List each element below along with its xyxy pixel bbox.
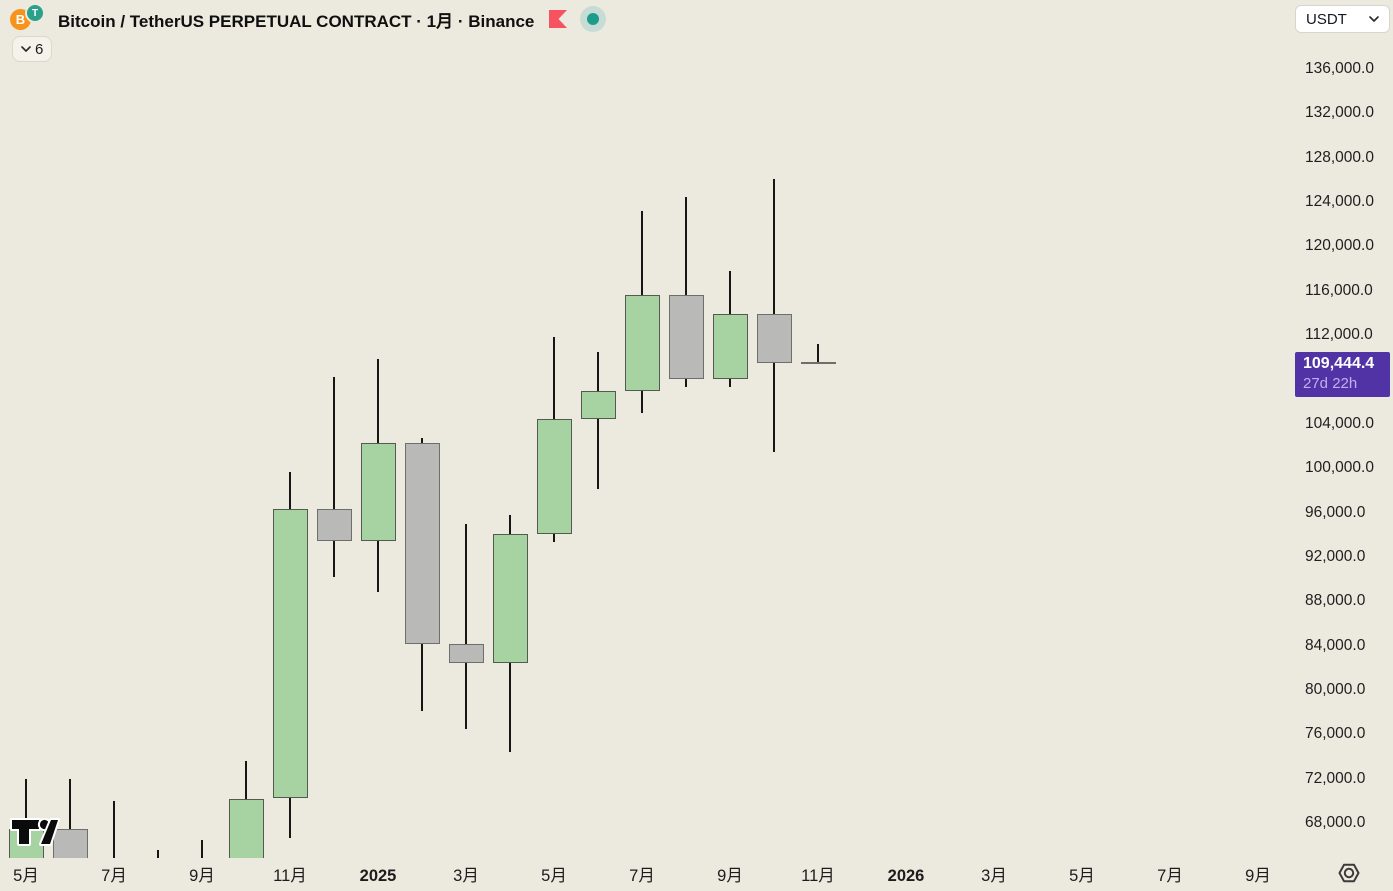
time-tick-label: 5月 bbox=[1069, 867, 1095, 885]
time-tick-label: 5月 bbox=[541, 867, 567, 885]
candle-body bbox=[756, 314, 792, 364]
candle-body bbox=[580, 391, 616, 419]
currency-dropdown-value: USDT bbox=[1306, 10, 1347, 28]
chevron-down-icon bbox=[21, 46, 31, 52]
candle-body bbox=[536, 418, 572, 535]
price-tick-label: 92,000.0 bbox=[1305, 547, 1366, 565]
candle-body bbox=[272, 509, 308, 799]
candle-wick bbox=[597, 351, 599, 490]
price-tick-label: 76,000.0 bbox=[1305, 725, 1366, 743]
time-axis[interactable]: 5月 7月 9月 11月 2025 3月 5月 7月 9月 11月 2026 3月 5月 7月 9月 bbox=[0, 858, 1393, 891]
chevron-down-icon bbox=[1369, 16, 1379, 22]
time-tick-label: 2026 bbox=[887, 867, 925, 885]
time-tick-label: 11月 bbox=[801, 867, 835, 885]
price-tick-label: 112,000.0 bbox=[1305, 326, 1373, 344]
last-price-label: 109,444.4 27d 22h bbox=[1295, 351, 1390, 397]
price-tick-label: 68,000.0 bbox=[1305, 814, 1366, 831]
price-tick-label: 124,000.0 bbox=[1305, 193, 1374, 211]
price-tick-label: 80,000.0 bbox=[1305, 680, 1366, 698]
time-tick-label: 9月 bbox=[1245, 867, 1271, 885]
time-tick-label: 3月 bbox=[981, 867, 1007, 885]
market-status-icon[interactable] bbox=[580, 6, 607, 32]
candle-wick bbox=[69, 779, 71, 858]
bar-countdown: 27d 22h bbox=[1303, 374, 1358, 392]
candle-body bbox=[360, 443, 396, 541]
price-tick-label: 116,000.0 bbox=[1305, 281, 1373, 299]
time-tick-label: 5月 bbox=[13, 867, 39, 885]
symbol-logo: B T bbox=[10, 3, 50, 32]
price-tick-label: 72,000.0 bbox=[1305, 769, 1366, 787]
candle-body bbox=[624, 295, 660, 392]
candle-body bbox=[492, 534, 528, 663]
candle-wick bbox=[157, 849, 159, 858]
candle-wick bbox=[817, 343, 819, 365]
time-tick-label: 3月 bbox=[453, 867, 479, 885]
price-tick-label: 136,000.0 bbox=[1305, 60, 1374, 77]
price-axis[interactable]: 109,444.4 27d 22h 136,000.0 132,000.0 128,… bbox=[1295, 0, 1393, 858]
tether-logo-icon: T bbox=[25, 3, 45, 23]
candle-body bbox=[228, 798, 264, 858]
symbol-header[interactable]: B T Bitcoin / TetherUS PERPETUAL CONTRAC… bbox=[10, 3, 607, 32]
candle-body bbox=[316, 509, 352, 541]
candle-wick bbox=[465, 524, 467, 729]
indicator-count-chip[interactable]: 6 bbox=[12, 36, 53, 62]
candle-wick bbox=[685, 197, 687, 388]
candle-body bbox=[448, 643, 484, 663]
price-tick-label: 84,000.0 bbox=[1305, 636, 1366, 654]
symbol-title[interactable]: Bitcoin / TetherUS PERPETUAL CONTRACT · … bbox=[58, 11, 535, 31]
price-tick-label: 132,000.0 bbox=[1305, 104, 1374, 122]
time-tick-label: 9月 bbox=[189, 867, 215, 885]
time-tick-label: 7月 bbox=[101, 867, 127, 885]
indicator-count: 6 bbox=[35, 40, 44, 58]
flag-icon[interactable] bbox=[548, 9, 568, 29]
currency-dropdown[interactable]: USDT bbox=[1295, 5, 1390, 33]
chart-pane[interactable] bbox=[0, 0, 1295, 858]
price-tick-label: 128,000.0 bbox=[1305, 148, 1374, 166]
time-tick-label: 7月 bbox=[1157, 867, 1183, 885]
gear-icon[interactable] bbox=[1337, 861, 1361, 885]
last-price-value: 109,444.4 bbox=[1303, 354, 1375, 372]
candle-body bbox=[404, 443, 440, 644]
time-tick-label: 11月 bbox=[273, 867, 307, 885]
candle-wick bbox=[201, 840, 203, 858]
candle-body bbox=[52, 829, 88, 858]
price-tick-label: 88,000.0 bbox=[1305, 592, 1366, 610]
candle-body bbox=[800, 362, 836, 365]
candle-wick bbox=[333, 377, 335, 577]
time-tick-label: 7月 bbox=[629, 867, 655, 885]
candle-body bbox=[668, 295, 704, 379]
tradingview-logo[interactable] bbox=[9, 813, 61, 851]
price-tick-label: 120,000.0 bbox=[1305, 237, 1374, 255]
price-tick-label: 100,000.0 bbox=[1305, 459, 1374, 477]
candle-body bbox=[712, 314, 748, 379]
time-tick-label: 9月 bbox=[717, 867, 743, 885]
candle-wick bbox=[113, 800, 115, 858]
price-tick-label: 96,000.0 bbox=[1305, 503, 1366, 521]
price-tick-label: 104,000.0 bbox=[1305, 414, 1374, 432]
time-tick-label: 2025 bbox=[359, 867, 397, 885]
market-status-dot bbox=[587, 13, 600, 25]
